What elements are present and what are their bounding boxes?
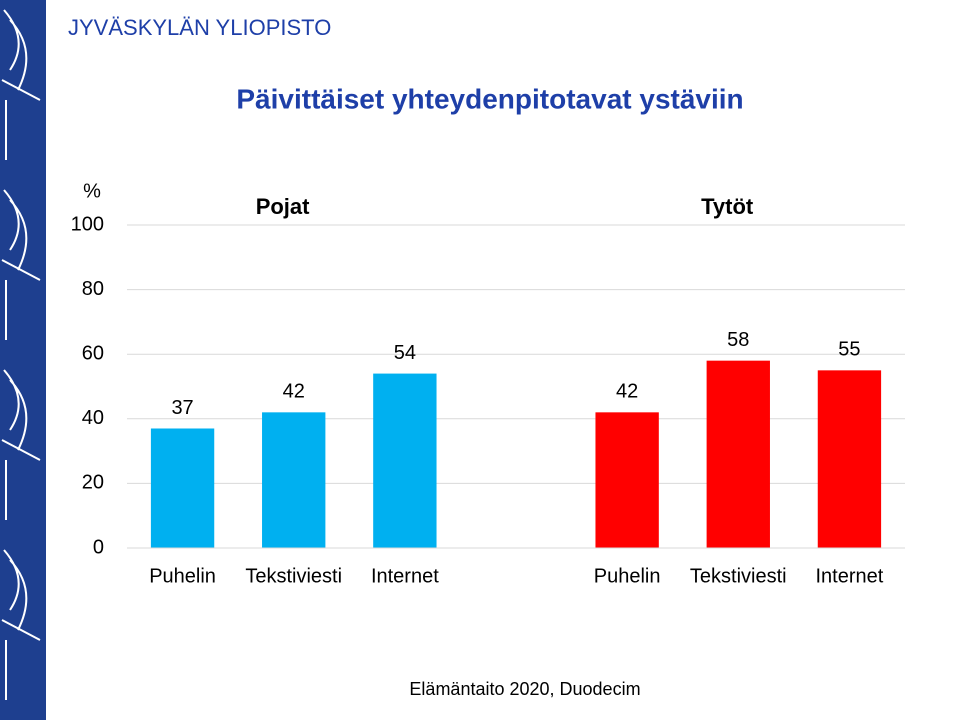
x-tick-label: Puhelin <box>594 565 661 587</box>
y-tick-label: 100 <box>71 213 104 235</box>
x-tick-label: Internet <box>816 565 884 587</box>
header: JYVÄSKYLÄN YLIOPISTO <box>68 15 331 40</box>
x-tick-label: Internet <box>371 565 439 587</box>
bar <box>373 373 437 548</box>
data-label: 37 <box>171 397 193 419</box>
data-label: 54 <box>394 342 416 364</box>
x-tick-label: Tekstiviesti <box>690 565 787 587</box>
group-label: Pojat <box>256 194 310 219</box>
bar <box>595 412 659 548</box>
y-axis-label: % <box>83 180 101 202</box>
footer: Elämäntaito 2020, Duodecim <box>409 679 640 699</box>
chart-title: Päivittäiset yhteydenpitotavat ystäviin <box>236 83 743 114</box>
data-label: 42 <box>616 381 638 403</box>
y-tick-label: 0 <box>93 536 104 558</box>
data-label: 42 <box>283 381 305 403</box>
y-tick-label: 40 <box>82 407 104 429</box>
data-label: 55 <box>838 339 860 361</box>
bar <box>262 412 326 548</box>
data-label: 58 <box>727 329 749 351</box>
bar <box>706 360 770 548</box>
bar <box>817 370 882 548</box>
side-band <box>0 0 46 720</box>
y-tick-label: 60 <box>82 342 104 364</box>
bar <box>150 428 215 548</box>
x-tick-label: Tekstiviesti <box>245 565 342 587</box>
side-ornament <box>1 9 41 700</box>
y-tick-label: 80 <box>82 278 104 300</box>
y-tick-label: 20 <box>82 472 104 494</box>
x-tick-label: Puhelin <box>149 565 216 587</box>
group-label: Tytöt <box>701 194 754 219</box>
